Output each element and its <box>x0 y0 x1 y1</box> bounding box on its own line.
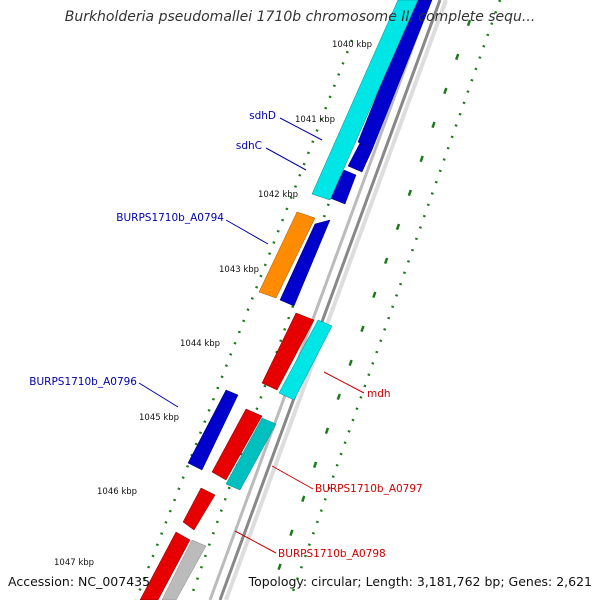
forward-cds-a0796[interactable] <box>187 389 239 471</box>
leader-mdh <box>323 371 365 394</box>
cyan-feature-1[interactable] <box>311 0 419 201</box>
leader-a0797 <box>271 465 314 490</box>
backbone-line <box>218 0 442 601</box>
cyan-feature-a0797[interactable] <box>225 417 277 491</box>
gene-label-sdhD[interactable]: sdhD <box>249 110 276 122</box>
ruler-label-1042: 1042 kbp <box>258 190 298 200</box>
backbone-inner-shadow <box>208 0 432 601</box>
gene-label-sdhC[interactable]: sdhC <box>236 140 262 152</box>
gene-label-a0796[interactable]: BURPS1710b_A0796 <box>29 376 137 388</box>
ruler-label-1047: 1047 kbp <box>54 558 94 568</box>
topology-summary: Topology: circular; Length: 3,181,762 bp… <box>248 574 592 589</box>
reverse-cds-2[interactable] <box>211 408 263 481</box>
ruler-label-1043: 1043 kbp <box>219 265 259 275</box>
leader-a0796 <box>138 382 179 408</box>
map-title: Burkholderia pseudomallei 1710b chromoso… <box>64 9 536 25</box>
gc-content-track-right <box>288 0 502 601</box>
ruler-label-1045: 1045 kbp <box>139 413 179 423</box>
leader-sdhD <box>279 117 323 141</box>
forward-cds-sdhD[interactable] <box>347 142 373 173</box>
reverse-cds-1[interactable] <box>261 312 315 391</box>
ruler-label-1040: 1040 kbp <box>332 40 372 50</box>
ruler-track <box>134 39 354 601</box>
leader-sdhC <box>265 147 307 171</box>
orange-feature-a0794[interactable] <box>258 211 316 299</box>
backbone-shadow <box>224 0 448 601</box>
reverse-cds-a0798[interactable] <box>182 487 216 531</box>
gene-label-a0797[interactable]: BURPS1710b_A0797 <box>315 483 423 495</box>
leader-a0798 <box>234 530 277 554</box>
leader-a0794 <box>225 219 269 245</box>
gc-content-track-left <box>188 0 402 601</box>
cyan-feature-mdh[interactable] <box>278 319 333 401</box>
ruler-label-1041: 1041 kbp <box>295 115 335 125</box>
gene-label-a0798[interactable]: BURPS1710b_A0798 <box>278 548 386 560</box>
ruler-label-1044: 1044 kbp <box>180 339 220 349</box>
ruler-label-1046: 1046 kbp <box>97 487 137 497</box>
accession-text: Accession: NC_007435 <box>8 574 151 589</box>
gene-label-mdh[interactable]: mdh <box>367 388 391 400</box>
forward-cds-a0794[interactable] <box>279 219 331 307</box>
gene-label-a0794[interactable]: BURPS1710b_A0794 <box>116 212 224 224</box>
